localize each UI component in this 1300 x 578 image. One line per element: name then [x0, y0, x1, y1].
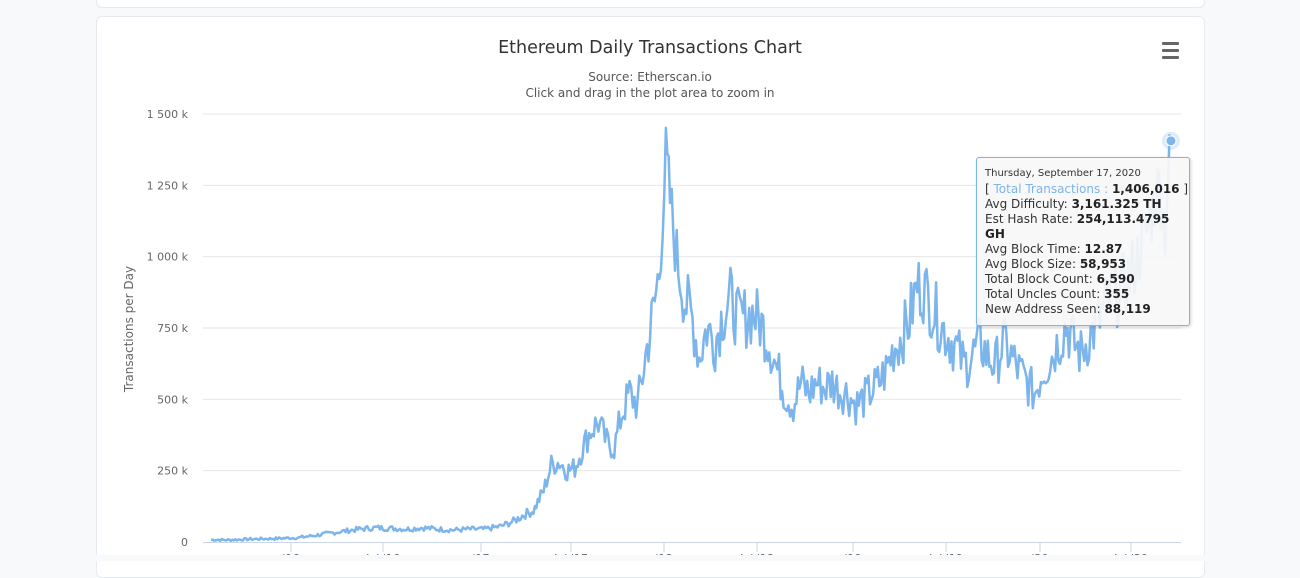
- series-group: [210, 126, 1173, 543]
- tooltip-row: Avg Block Time: 12.87: [985, 242, 1189, 257]
- tooltip-row-value: 3,161.325 TH: [1071, 197, 1162, 211]
- y-tick-label: 500 k: [157, 393, 188, 406]
- series-line: [210, 126, 1173, 543]
- tooltip-row-value: 254,113.4795 GH: [985, 212, 1170, 241]
- y-tick-label: 250 k: [157, 465, 188, 478]
- tooltip-row-label: Avg Block Time:: [985, 242, 1081, 256]
- tooltip-row-value: 6,590: [1096, 272, 1135, 286]
- y-axis-ticks: 0 250 k 500 k 750 k 1 000 k 1 250 k 1 500 k: [147, 108, 189, 549]
- hover-point: [1165, 135, 1177, 147]
- y-tick-label: 1 500 k: [147, 108, 189, 121]
- subtitle-source: Source: Etherscan.io: [588, 70, 712, 84]
- chart-subtitle: Source: Etherscan.io Click and drag in t…: [0, 69, 1300, 101]
- tooltip-row: Est Hash Rate: 254,113.4795 GH: [985, 212, 1189, 242]
- y-tick-label: 1 250 k: [147, 179, 189, 192]
- tooltip-row: Avg Difficulty: 3,161.325 TH: [985, 197, 1189, 212]
- tooltip-row-label: Avg Difficulty:: [985, 197, 1068, 211]
- y-tick-label: 750 k: [157, 322, 188, 335]
- tooltip-series-value: 1,406,016: [1111, 182, 1180, 196]
- subtitle-zoom-hint: Click and drag in the plot area to zoom …: [525, 86, 775, 100]
- y-tick-label: 1 000 k: [147, 251, 189, 264]
- tooltip: Thursday, September 17, 2020 [ Total Tra…: [976, 157, 1190, 326]
- tooltip-row-label: Total Block Count:: [985, 272, 1093, 286]
- hover-marker: [1162, 131, 1180, 150]
- page-bottom: [0, 555, 1300, 561]
- tooltip-row-value: 12.87: [1084, 242, 1123, 256]
- tooltip-row: Avg Block Size: 58,953: [985, 257, 1189, 272]
- tooltip-series-row: [ Total Transactions : 1,406,016 ]: [985, 182, 1189, 196]
- tooltip-row-label: New Address Seen:: [985, 302, 1101, 316]
- previous-card: [96, 0, 1205, 8]
- chart-title: Ethereum Daily Transactions Chart: [498, 38, 802, 58]
- tooltip-row-label: Total Uncles Count:: [985, 287, 1101, 301]
- tooltip-series-label: Total Transactions :: [993, 182, 1109, 196]
- y-tick-label: 0: [181, 536, 188, 549]
- tooltip-row-value: 58,953: [1079, 257, 1127, 271]
- tooltip-row: Total Uncles Count: 355: [985, 287, 1189, 302]
- tooltip-row-label: Avg Block Size:: [985, 257, 1076, 271]
- tooltip-row: New Address Seen: 88,119: [985, 302, 1189, 317]
- y-axis-label: Transactions per Day: [122, 266, 136, 393]
- tooltip-row-label: Est Hash Rate:: [985, 212, 1073, 226]
- hamburger-menu-icon[interactable]: [1160, 42, 1182, 60]
- tooltip-row-value: 355: [1104, 287, 1130, 301]
- tooltip-row-value: 88,119: [1104, 302, 1151, 316]
- tooltip-row: Total Block Count: 6,590: [985, 272, 1189, 287]
- tooltip-date: Thursday, September 17, 2020: [985, 168, 1141, 179]
